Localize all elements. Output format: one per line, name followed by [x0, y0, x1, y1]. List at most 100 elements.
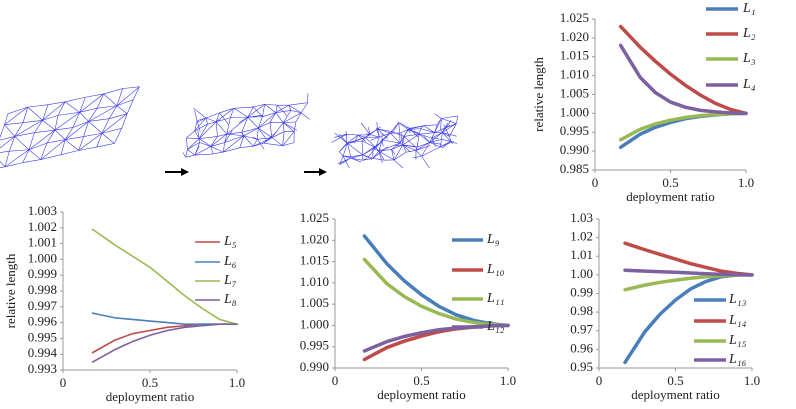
mesh-edge [199, 138, 211, 147]
x-tick-label: 0.5 [667, 373, 683, 388]
x-tick-label: 0 [592, 175, 599, 190]
mesh-edge [362, 157, 373, 161]
legend-label: L₁₅ [728, 333, 747, 348]
mesh-edge [48, 101, 66, 105]
mesh-edge [407, 129, 411, 134]
mesh-edge [361, 140, 376, 148]
mesh-edge [275, 104, 289, 113]
mesh [331, 113, 458, 169]
mesh-edge [398, 122, 400, 134]
y-tick-label: 0.995 [28, 329, 57, 344]
x-axis-label: deployment ratio [631, 387, 719, 402]
mesh-edge [14, 122, 24, 137]
mesh-edge [347, 140, 363, 144]
data-line [362, 257, 510, 328]
mesh-edge [429, 142, 442, 145]
x-tick-label: 0 [596, 373, 603, 388]
y-tick-label: 0.993 [28, 361, 57, 376]
mesh-edge [72, 112, 81, 128]
mesh-edge [283, 121, 296, 124]
mesh-edge [378, 150, 395, 161]
mesh-edge [132, 86, 140, 100]
mesh-edge [4, 149, 30, 168]
mesh-edge [4, 124, 15, 137]
mesh-edge [382, 139, 401, 144]
legend: L₆ [195, 254, 237, 269]
mesh-edge [288, 102, 308, 106]
mesh-edge [283, 122, 295, 132]
mesh-edge [440, 118, 442, 131]
mesh-edge [283, 122, 298, 131]
chart: 0.9930.9940.9950.9960.9970.9980.9991.000… [3, 203, 245, 404]
mesh-edge [9, 149, 30, 152]
mesh-edge [103, 93, 118, 106]
mesh-edge [378, 148, 381, 152]
mesh-edge [390, 130, 405, 137]
mesh-edge [243, 135, 254, 147]
mesh-edge [79, 112, 89, 122]
mesh-edge [40, 142, 48, 160]
mesh-edge [442, 132, 451, 142]
mesh-edge [226, 131, 242, 135]
mesh-edge [101, 133, 115, 144]
mesh-edge [186, 130, 195, 139]
mesh-edge [101, 128, 122, 134]
mesh-edge [402, 144, 411, 153]
mesh-edge [346, 134, 359, 144]
mesh-edge [449, 136, 452, 142]
mesh-edge [339, 159, 348, 165]
mesh-edge [64, 127, 73, 140]
chart: 0.95 0.96 0.97 0.98 0.99 1.00 1.01 1.02 1.03 0 0.5… [570, 210, 760, 402]
mesh-edge [282, 122, 285, 132]
mesh-edge [378, 149, 392, 152]
mesh-edge [262, 112, 276, 117]
mesh-edge [357, 134, 366, 142]
y-tick-label: 1.02 [570, 229, 593, 244]
y-tick-label: 1.01 [570, 247, 593, 262]
y-tick-label: 0.996 [28, 314, 58, 329]
mesh-edge [9, 136, 15, 152]
mesh-edge [241, 132, 245, 138]
y-tick-label: 1.000 [560, 104, 589, 119]
mesh-edge [406, 126, 410, 129]
mesh-edge [54, 115, 59, 131]
mesh-edge [46, 129, 56, 144]
y-tick-label: 1.005 [300, 295, 329, 310]
mesh-edge [434, 118, 442, 133]
mesh-edge [441, 132, 443, 140]
mesh-edge [342, 155, 350, 169]
mesh-edge [219, 108, 234, 114]
mesh-edge [367, 127, 371, 135]
mesh-edge [263, 142, 283, 147]
mesh-edge [271, 137, 283, 146]
legend: L₁₆ [694, 352, 747, 367]
data-line [91, 312, 238, 325]
mesh-edge [88, 118, 110, 122]
x-tick-label: 1.0 [229, 375, 245, 390]
mesh-edge [370, 136, 380, 141]
mesh-edge [185, 154, 195, 158]
mesh-edge [377, 128, 389, 140]
mesh-edge [283, 112, 302, 123]
mesh-edge [79, 93, 104, 113]
data-line [618, 24, 748, 116]
mesh-edge [357, 134, 366, 138]
mesh-edge [450, 140, 454, 145]
mesh-edge [34, 129, 56, 134]
mesh-edge [441, 139, 451, 142]
mesh-edge [0, 136, 15, 141]
legend-label: L₁₀ [486, 262, 505, 277]
mesh [182, 93, 310, 158]
mesh-edge [450, 140, 458, 145]
mesh-edge [257, 139, 265, 150]
mesh-edge [288, 104, 302, 114]
mesh-edge [83, 121, 89, 137]
mesh-edge [449, 123, 457, 137]
y-tick-label: 0.995 [300, 338, 329, 353]
mesh-edge [391, 149, 396, 155]
mesh-edge [247, 114, 263, 118]
mesh-edge [247, 116, 259, 129]
mesh-edge [421, 146, 441, 157]
mesh-edge [194, 120, 198, 131]
y-tick-label: 0.990 [560, 142, 589, 157]
